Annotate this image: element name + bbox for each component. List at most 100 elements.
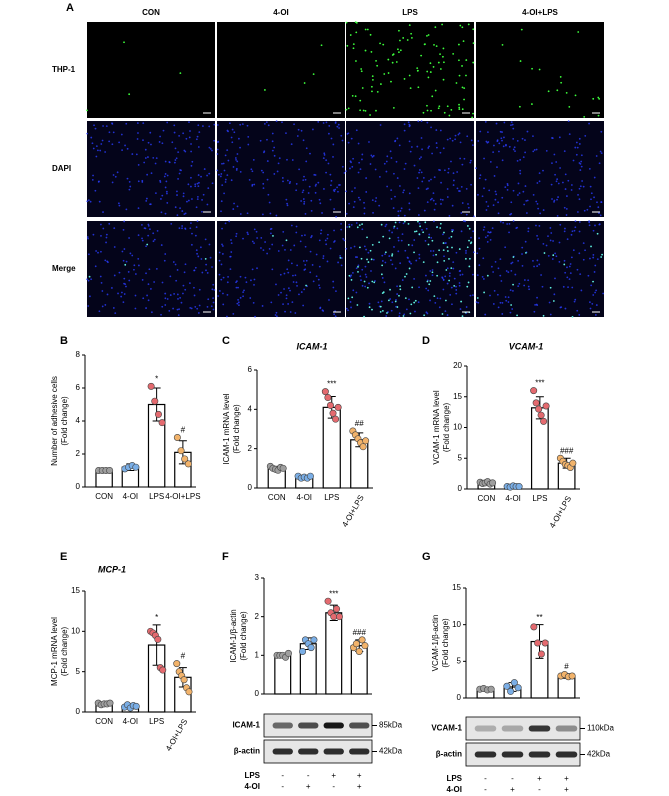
nucleus [404,249,407,252]
cell [391,253,394,256]
nucleus [539,212,542,215]
nucleus [538,172,541,175]
cell [357,270,359,273]
nucleus [452,179,455,182]
nucleus [153,238,156,241]
cell [382,43,385,46]
nucleus [559,223,562,226]
nucleus [380,300,383,303]
nucleus [592,254,595,256]
nucleus [517,259,520,262]
nucleus [292,281,295,283]
cell [448,114,451,117]
nucleus [251,268,254,271]
cell [399,285,401,288]
nucleus [352,289,355,292]
nucleus [598,212,600,214]
nucleus [355,267,358,270]
data-point [173,660,181,668]
nucleus [396,137,399,140]
nucleus [417,187,420,190]
data-point [324,394,332,402]
nucleus [124,144,126,147]
nucleus [499,301,502,304]
nucleus [302,260,305,262]
nucleus [218,259,221,262]
nucleus [178,308,180,311]
nucleus [218,290,221,292]
nucleus [503,121,506,124]
nucleus [188,121,190,124]
nucleus [199,246,202,249]
nucleus [535,224,537,227]
cell [426,109,429,112]
nucleus [123,293,126,295]
cell [434,89,437,92]
cell [452,52,455,55]
nucleus [267,124,270,127]
nucleus [281,177,284,179]
nucleus [150,143,152,146]
nucleus [482,257,485,260]
nucleus [332,156,334,158]
nucleus [465,187,468,190]
nucleus [431,269,434,271]
cell [347,107,350,110]
nucleus [108,222,111,225]
nucleus [365,191,368,193]
nucleus [394,195,396,198]
nucleus [506,183,509,185]
nucleus [305,160,308,163]
nucleus [328,125,331,127]
nucleus [126,177,129,180]
cell [438,105,441,108]
cell [439,53,441,56]
nucleus [208,172,211,175]
nucleus [253,228,256,231]
nucleus [104,259,107,262]
nucleus [188,136,191,139]
cell [410,32,413,35]
nucleus [237,299,239,301]
y-tick-label: 0 [76,707,81,716]
nucleus [451,204,454,207]
nucleus [600,130,603,133]
nucleus [385,160,388,163]
nucleus [435,129,438,131]
nucleus [286,204,289,207]
nucleus [303,200,306,203]
nucleus [105,125,108,127]
nucleus [255,230,258,233]
nucleus [112,131,115,134]
nucleus [558,260,561,263]
nucleus [102,211,104,213]
nucleus [223,192,225,195]
cell [426,34,428,37]
cell [435,45,438,48]
nucleus [398,221,401,224]
nucleus [342,238,345,240]
cell [349,34,352,36]
nucleus [451,303,453,306]
nucleus [452,172,455,175]
nucleus [550,183,553,186]
nucleus [160,198,162,200]
cell [368,306,371,309]
nucleus [184,288,187,291]
x-tick-label: CON [95,492,113,501]
y-axis-label: VCAM-1 mRNA level [432,390,441,464]
nucleus [253,283,255,286]
cell [272,235,274,237]
significance: ## [355,419,364,428]
nucleus [558,241,561,244]
cell [426,280,429,283]
nucleus [444,242,447,245]
cell [392,106,395,109]
nucleus [465,249,467,252]
nucleus [574,220,577,223]
nucleus [284,249,286,251]
cell [446,250,449,252]
nucleus [220,200,223,203]
nucleus [164,160,167,163]
nucleus [361,158,363,161]
